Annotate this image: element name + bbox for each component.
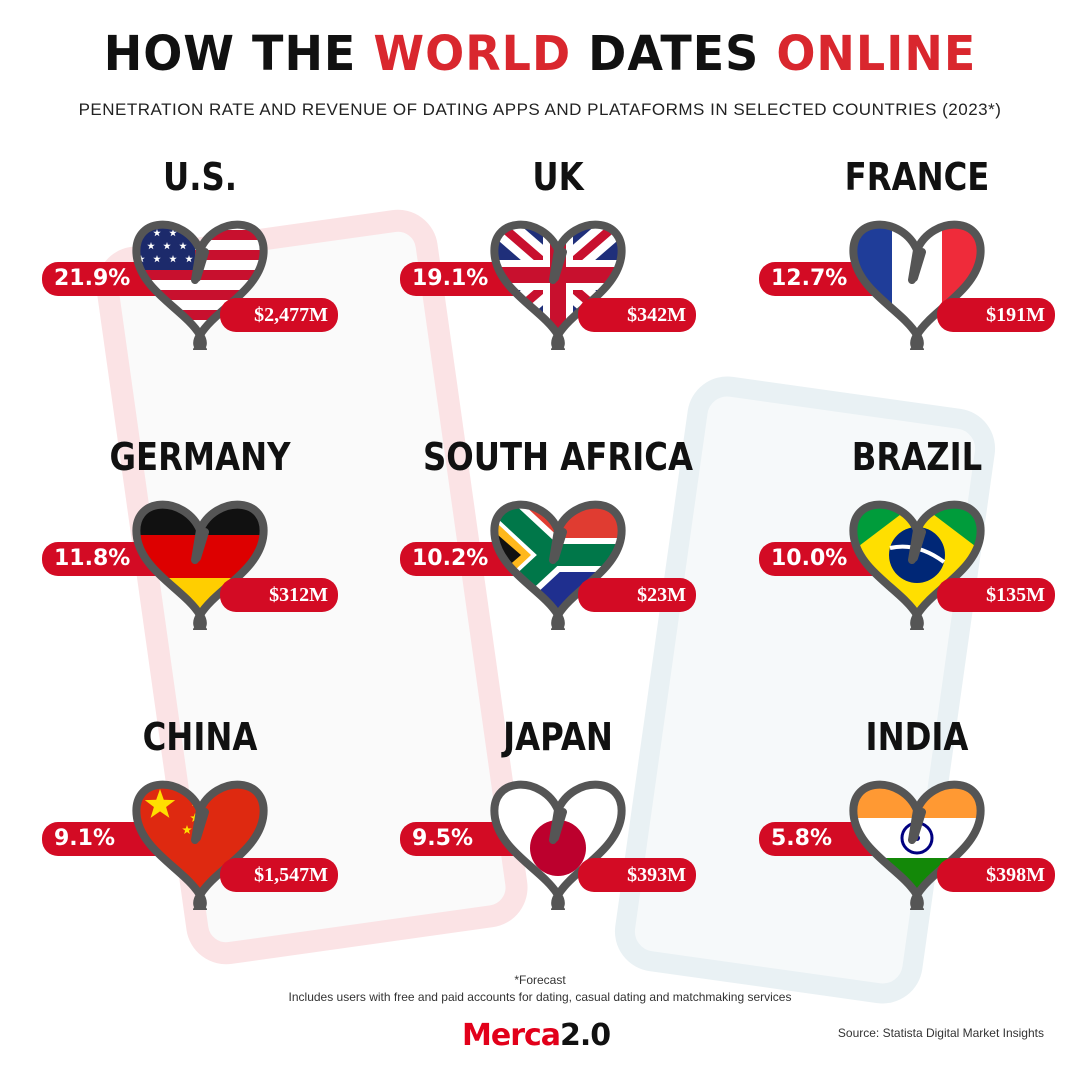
us-flag-heart-icon bbox=[132, 220, 268, 350]
country-name: U.S. bbox=[162, 155, 238, 199]
country-card-japan: JAPAN 9.5% $393M bbox=[378, 715, 738, 975]
country-name: FRANCE bbox=[844, 155, 990, 199]
country-name: JAPAN bbox=[503, 715, 613, 759]
country-name: INDIA bbox=[865, 715, 969, 759]
page-title: HOW THE WORLD DATES ONLINE bbox=[103, 24, 977, 82]
heart-outline bbox=[132, 500, 268, 630]
revenue-label: $393M bbox=[578, 858, 696, 892]
heart-outline bbox=[849, 500, 985, 630]
heart-outline bbox=[490, 500, 626, 630]
page-subtitle: PENETRATION RATE AND REVENUE OF DATING A… bbox=[78, 100, 1002, 119]
country-name: BRAZIL bbox=[851, 435, 983, 479]
revenue-label: $23M bbox=[578, 578, 696, 612]
heart-outline bbox=[490, 220, 626, 350]
merca-logo: Merca2.0 bbox=[462, 1018, 611, 1053]
heart-outline bbox=[849, 220, 985, 350]
country-card-brazil: BRAZIL 10.0% $135M bbox=[737, 435, 1080, 695]
country-card-france: FRANCE 12.7% $191M bbox=[737, 155, 1080, 415]
heart-outline bbox=[490, 780, 626, 910]
footnote-scope: Includes users with free and paid accoun… bbox=[288, 990, 792, 1004]
revenue-label: $2,477M bbox=[220, 298, 338, 332]
country-card-india: INDIA 5.8% $398M bbox=[737, 715, 1080, 975]
country-name: SOUTH AFRICA bbox=[423, 435, 693, 479]
heart-outline bbox=[132, 780, 268, 910]
country-card-south-africa: SOUTH AFRICA 10.2% $23M bbox=[378, 435, 738, 695]
revenue-label: $135M bbox=[937, 578, 1055, 612]
country-card-uk: UK 19.1% $342M bbox=[378, 155, 738, 415]
heart-outline bbox=[132, 220, 268, 350]
country-card-germany: GERMANY 11.8% $312M bbox=[20, 435, 380, 695]
footnote-forecast: *Forecast bbox=[514, 973, 566, 987]
revenue-label: $342M bbox=[578, 298, 696, 332]
heart-outline bbox=[849, 780, 985, 910]
revenue-label: $398M bbox=[937, 858, 1055, 892]
country-card-us: U.S. 21.9% $2,477M bbox=[20, 155, 380, 415]
country-card-china: CHINA 9.1% $1,547M bbox=[20, 715, 380, 975]
country-name: GERMANY bbox=[109, 435, 291, 479]
country-name: CHINA bbox=[142, 715, 258, 759]
country-name: UK bbox=[532, 155, 584, 199]
south-africa-flag-heart-icon bbox=[490, 500, 626, 630]
revenue-label: $1,547M bbox=[220, 858, 338, 892]
source-note: Source: Statista Digital Market Insights bbox=[837, 1026, 1044, 1040]
revenue-label: $191M bbox=[937, 298, 1055, 332]
uk-flag-heart-icon bbox=[490, 220, 626, 350]
revenue-label: $312M bbox=[220, 578, 338, 612]
